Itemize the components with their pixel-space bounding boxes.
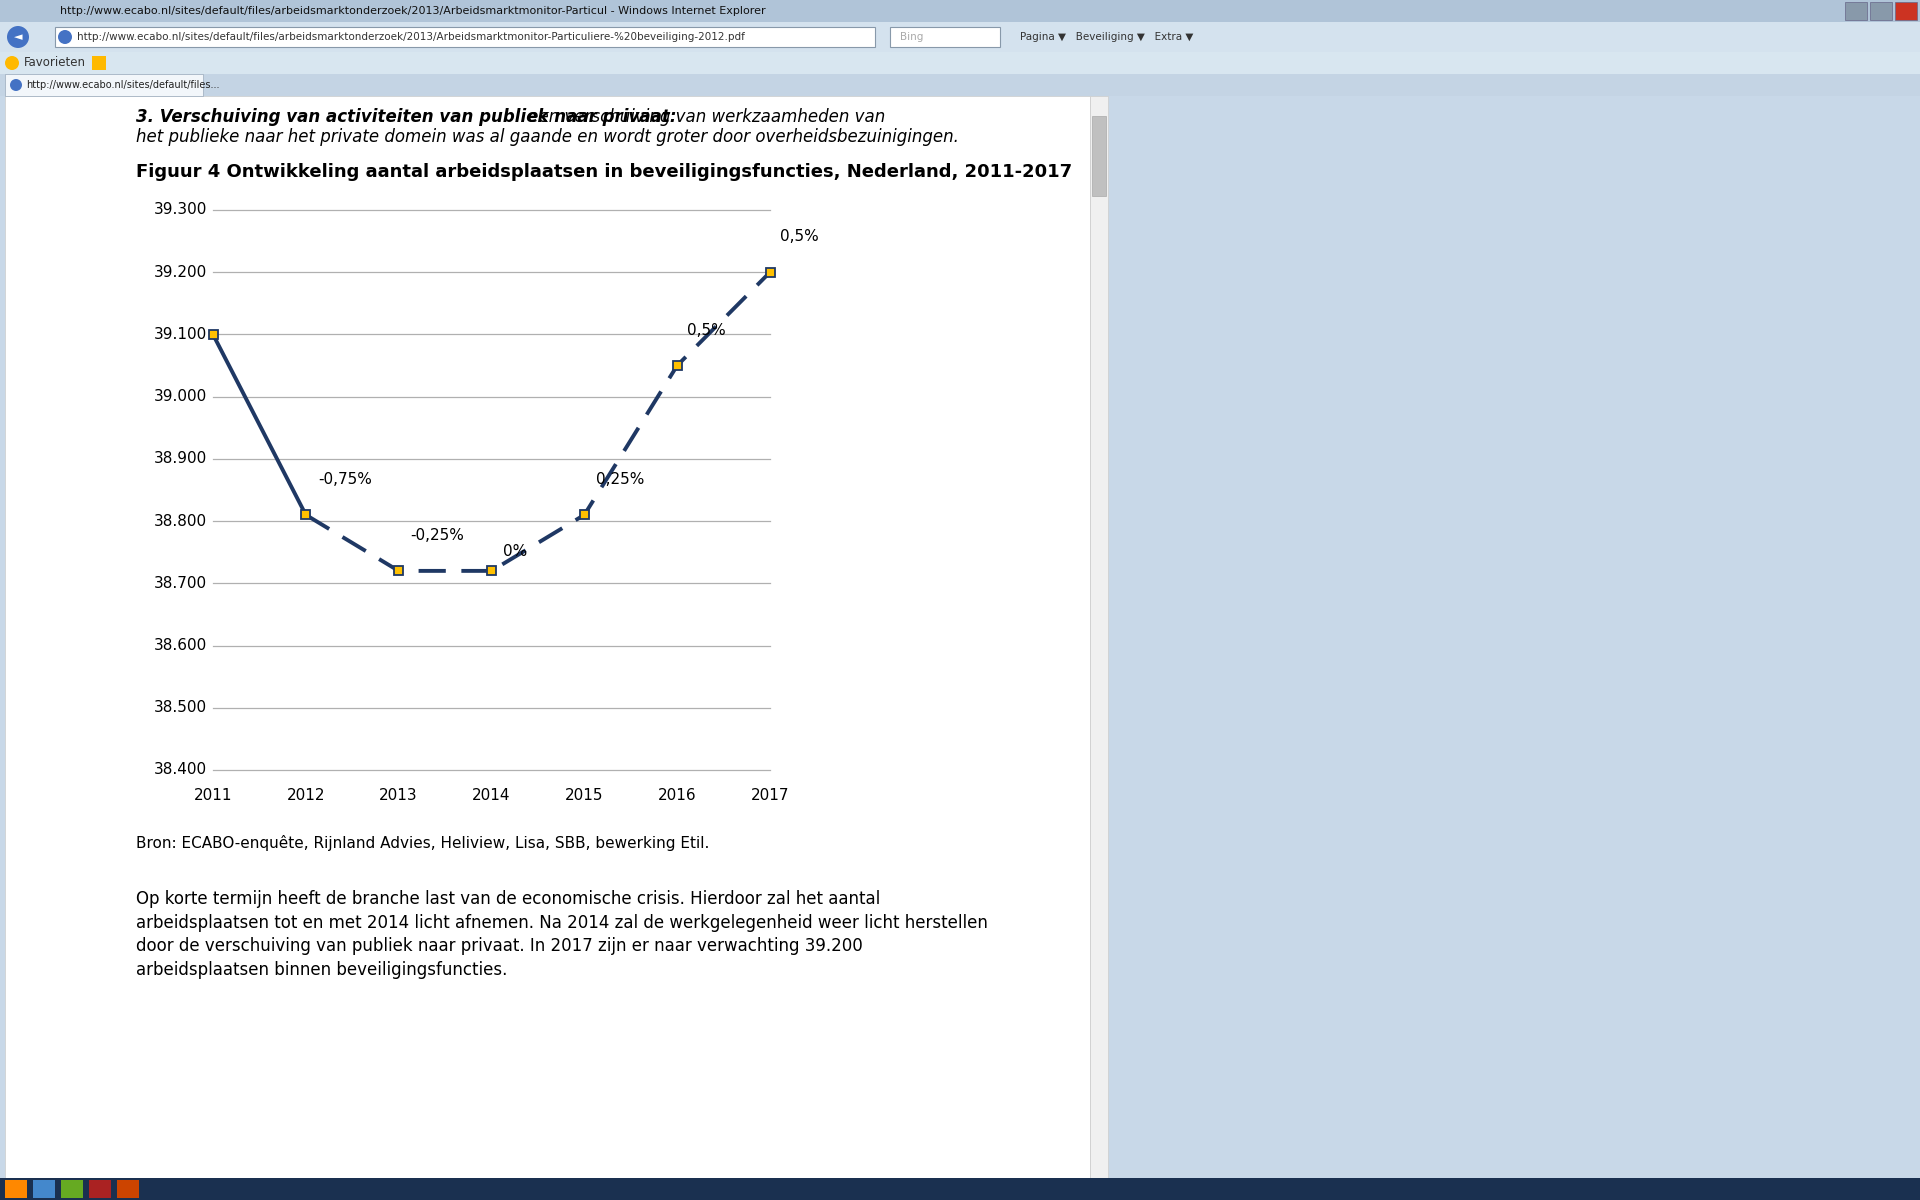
Bar xyxy=(6,1180,27,1198)
Text: 2017: 2017 xyxy=(751,788,789,803)
Circle shape xyxy=(10,79,21,91)
Text: 2015: 2015 xyxy=(564,788,603,803)
Text: 2013: 2013 xyxy=(380,788,419,803)
Text: 38.700: 38.700 xyxy=(154,576,207,590)
Text: Bing: Bing xyxy=(900,32,924,42)
Bar xyxy=(6,96,1091,1178)
Bar xyxy=(0,1178,1920,1200)
Circle shape xyxy=(6,56,19,70)
Bar xyxy=(1092,116,1106,196)
Bar xyxy=(213,210,770,770)
Bar xyxy=(0,0,1920,22)
Text: 38.400: 38.400 xyxy=(154,762,207,778)
Bar xyxy=(209,330,217,338)
Bar xyxy=(61,1180,83,1198)
Bar xyxy=(33,1180,56,1198)
Text: Favorieten: Favorieten xyxy=(23,56,86,70)
Text: http://www.ecabo.nl/sites/default/files/arbeidsmarktonderzoek/2013/Arbeidsmarktm: http://www.ecabo.nl/sites/default/files/… xyxy=(60,6,766,16)
Bar xyxy=(672,361,682,370)
Text: Onbekende zone | Beveiligde modus: uitgeschakeld: Onbekende zone | Beveiligde modus: uitge… xyxy=(680,1183,970,1194)
Text: Bron: ECABO-enquête, Rijnland Advies, Heliview, Lisa, SBB, bewerking Etil.: Bron: ECABO-enquête, Rijnland Advies, He… xyxy=(136,835,708,851)
Text: 0,25%: 0,25% xyxy=(597,472,645,487)
Text: -0,75%: -0,75% xyxy=(319,472,372,487)
Text: 2012: 2012 xyxy=(286,788,324,803)
Bar xyxy=(488,566,495,575)
Text: 2011: 2011 xyxy=(194,788,232,803)
Text: 3. Verschuiving van activiteiten van publiek naar privaat:: 3. Verschuiving van activiteiten van pub… xyxy=(136,108,676,126)
Text: 38.900: 38.900 xyxy=(154,451,207,467)
Text: ◄: ◄ xyxy=(13,32,23,42)
Bar xyxy=(117,1180,138,1198)
Bar xyxy=(0,74,1920,96)
Bar xyxy=(1091,96,1108,1178)
Text: 39.000: 39.000 xyxy=(154,389,207,404)
Bar xyxy=(0,1178,1920,1200)
Text: 0,5%: 0,5% xyxy=(780,229,818,245)
Bar xyxy=(6,74,204,96)
Bar xyxy=(766,268,774,277)
Text: 39.300: 39.300 xyxy=(154,203,207,217)
Bar xyxy=(394,566,403,575)
Bar xyxy=(88,1180,111,1198)
Text: http://www.ecabo.nl/sites/default/files...: http://www.ecabo.nl/sites/default/files.… xyxy=(27,80,219,90)
Bar xyxy=(0,52,1920,74)
Text: 38.600: 38.600 xyxy=(154,638,207,653)
Text: -0,25%: -0,25% xyxy=(411,528,465,542)
Text: Figuur 4 Ontwikkeling aantal arbeidsplaatsen in beveiligingsfuncties, Nederland,: Figuur 4 Ontwikkeling aantal arbeidsplaa… xyxy=(136,163,1071,181)
Bar xyxy=(891,26,1000,47)
Text: 38.500: 38.500 xyxy=(154,701,207,715)
Bar xyxy=(1895,2,1916,20)
Bar xyxy=(0,22,1920,52)
Text: 39.200: 39.200 xyxy=(154,265,207,280)
Text: 2014: 2014 xyxy=(472,788,511,803)
Text: 2016: 2016 xyxy=(659,788,697,803)
Bar xyxy=(1845,2,1866,20)
Text: 0%: 0% xyxy=(503,544,528,559)
Bar xyxy=(1870,2,1891,20)
Text: Pagina ▼   Beveiliging ▼   Extra ▼: Pagina ▼ Beveiliging ▼ Extra ▼ xyxy=(1020,32,1194,42)
Circle shape xyxy=(8,26,29,48)
Text: Op korte termijn heeft de branche last van de economische crisis. Hierdoor zal h: Op korte termijn heeft de branche last v… xyxy=(136,890,989,979)
Bar xyxy=(580,510,589,520)
Text: http://www.ecabo.nl/sites/default/files/arbeidsmarktonderzoek/2013/Arbeidsmarktm: http://www.ecabo.nl/sites/default/files/… xyxy=(77,32,745,42)
Bar xyxy=(92,56,106,70)
Text: 0,5%: 0,5% xyxy=(687,323,726,337)
Text: 38.800: 38.800 xyxy=(154,514,207,529)
Text: 39.100: 39.100 xyxy=(154,326,207,342)
Circle shape xyxy=(58,30,73,44)
Text: een verschuiving van werkzaamheden van: een verschuiving van werkzaamheden van xyxy=(522,108,885,126)
Bar xyxy=(301,510,311,520)
Text: het publieke naar het private domein was al gaande en wordt groter door overheid: het publieke naar het private domein was… xyxy=(136,128,958,146)
Text: 17:32
23-5-2014: 17:32 23-5-2014 xyxy=(1847,1180,1893,1199)
Text: Gereed: Gereed xyxy=(6,1184,46,1194)
Bar xyxy=(56,26,876,47)
